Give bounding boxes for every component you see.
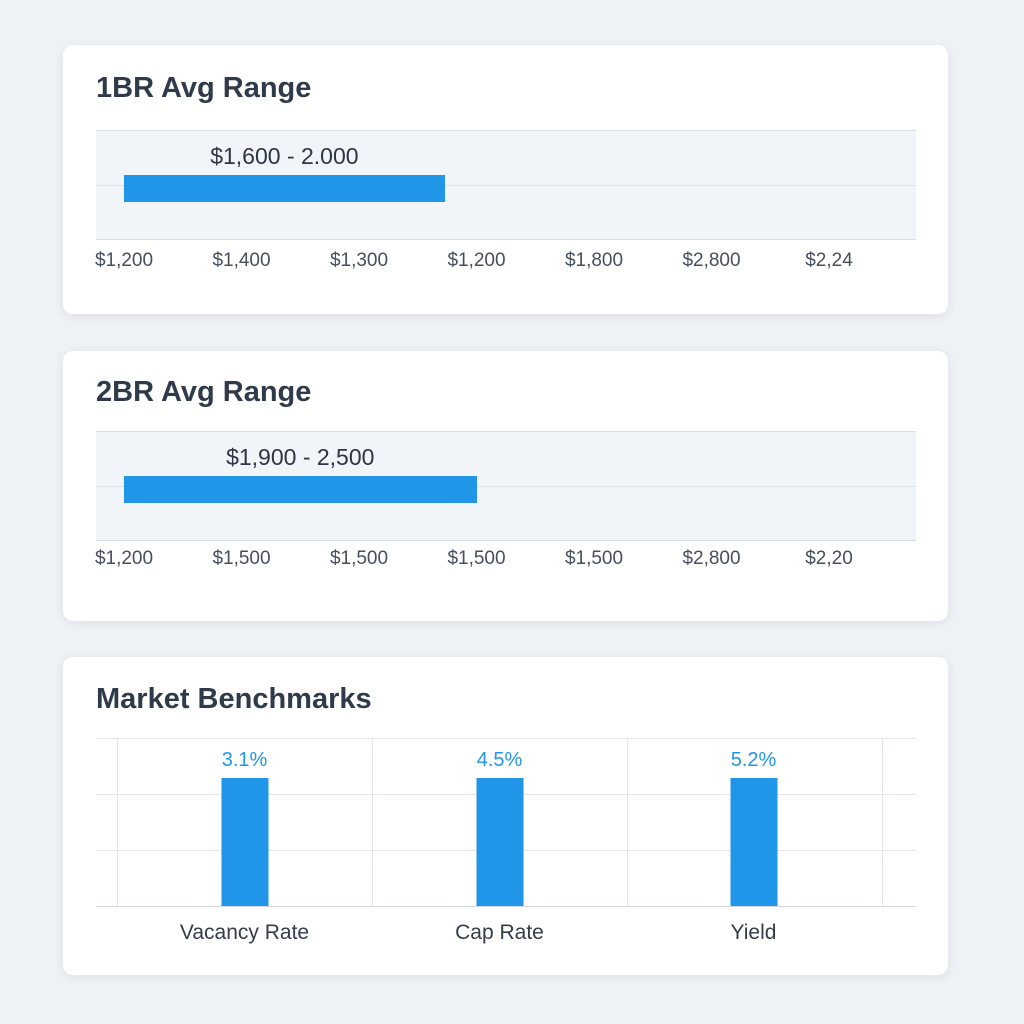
axis-tick-label: $1,200 — [94, 250, 154, 271]
benchmark-category-label: Vacancy Rate — [179, 921, 310, 944]
axis-tick-label: $2,800 — [682, 250, 741, 271]
benchmark-value-label: 5.2% — [730, 749, 777, 771]
grid-line — [882, 738, 883, 907]
benchmark-category-label: Cap Rate — [455, 921, 544, 944]
one-bedroom-range-bar — [124, 175, 445, 202]
one-bedroom-range-plot: $1,600 - 2.000 — [96, 130, 916, 240]
axis-tick-label: $1,500 — [564, 548, 624, 569]
one-bedroom-range-title: 1BR Avg Range — [96, 72, 312, 104]
benchmark-value-label: 4.5% — [476, 749, 523, 771]
axis-tick-label: $1,800 — [564, 250, 624, 271]
axis-tick-label: $2,20 — [805, 548, 853, 569]
one-bedroom-range-label: $1,600 - 2.000 — [210, 143, 359, 169]
benchmark-value-label: 3.1% — [221, 749, 268, 771]
two-bedroom-range-bar — [124, 476, 477, 503]
one-bedroom-range-card: 1BR Avg Range $1,600 - 2.000 $1,200 $1,40… — [63, 45, 948, 314]
market-benchmarks-title: Market Benchmarks — [96, 683, 372, 715]
market-benchmarks-card: Market Benchmarks 3.1% Vacancy Rate 4.5% Ca… — [63, 657, 948, 975]
benchmark-category-label: Yield — [730, 921, 777, 944]
two-bedroom-range-card: 2BR Avg Range $1,900 - 2,500 $1,200 $1,50… — [63, 351, 948, 621]
axis-tick-label: $1,500 — [447, 548, 506, 569]
axis-tick-label: $1,300 — [329, 250, 389, 271]
grid-line — [117, 738, 118, 907]
axis-tick-label: $2,24 — [805, 250, 853, 271]
axis-tick-label: $1,200 — [447, 250, 506, 271]
market-benchmarks-chart: 3.1% Vacancy Rate 4.5% Cap Rate 5.2% Yield — [96, 738, 916, 944]
axis-tick-label: $1,400 — [212, 250, 271, 271]
two-bedroom-range-label: $1,900 - 2,500 — [226, 444, 375, 470]
chart-baseline — [96, 906, 916, 907]
two-bedroom-range-title: 2BR Avg Range — [96, 376, 312, 408]
grid-line — [372, 738, 373, 907]
axis-tick-label: $1,200 — [94, 548, 154, 569]
axis-tick-label: $1,500 — [212, 548, 271, 569]
benchmark-bar — [476, 778, 523, 906]
grid-line — [627, 738, 628, 907]
axis-tick-label: $1,500 — [329, 548, 389, 569]
plot-gridline — [96, 185, 916, 186]
two-bedroom-range-plot: $1,900 - 2,500 — [96, 431, 916, 541]
benchmark-bar — [221, 778, 268, 906]
benchmark-bar — [730, 778, 777, 906]
axis-tick-label: $2,800 — [682, 548, 741, 569]
plot-gridline — [96, 486, 916, 487]
grid-line — [96, 738, 916, 739]
